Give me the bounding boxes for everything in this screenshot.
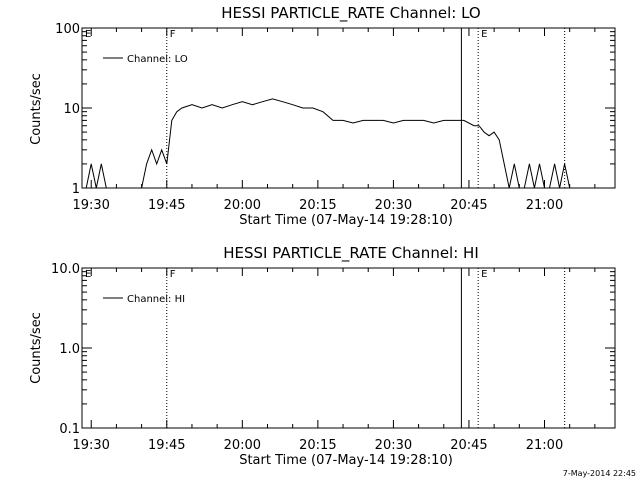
chart-title: HESSI PARTICLE_RATE Channel: LO [221, 4, 480, 23]
event-marker-label: E [481, 269, 487, 280]
legend: Channel: LO [103, 54, 188, 65]
y-tick-label: 1.0 [59, 342, 80, 357]
event-marker-label: E [85, 269, 91, 280]
x-tick-label: 19:30 [72, 198, 109, 213]
x-tick-label: 20:30 [375, 198, 412, 213]
chart-panel-lo: HESSI PARTICLE_RATE Channel: LO Counts/s… [29, 4, 616, 228]
x-axis-label: Start Time (07-May-14 19:28:10) [239, 453, 453, 468]
x-tick-label: 20:45 [450, 438, 487, 453]
x-tick-label: 20:45 [450, 198, 487, 213]
plot-frame [81, 267, 616, 429]
x-tick-label: 20:00 [224, 438, 261, 453]
y-tick-label: 10.0 [51, 262, 80, 277]
y-tick-label: 10 [63, 102, 80, 117]
x-tick-label: 20:00 [224, 198, 261, 213]
y-tick-label: 100 [55, 22, 80, 37]
plot-frame [81, 27, 616, 189]
x-tick-label: 19:45 [148, 438, 185, 453]
y-tick-label: 0.1 [59, 422, 80, 437]
y-axis-label: Counts/sec [29, 73, 44, 145]
x-tick-label: 20:30 [375, 438, 412, 453]
y-axis-label: Counts/sec [29, 312, 44, 384]
event-marker-label: F [170, 29, 176, 40]
x-tick-label: 21:00 [526, 198, 563, 213]
chart-panel-hi: HESSI PARTICLE_RATE Channel: HI Counts/s… [29, 244, 616, 468]
x-tick-label: 19:30 [72, 438, 109, 453]
legend-label: Channel: LO [127, 54, 188, 65]
event-marker-label: E [481, 29, 487, 40]
timestamp-footer: 7-May-2014 22:45 [563, 469, 636, 478]
event-marker-label: E [85, 29, 91, 40]
x-tick-label: 20:15 [299, 198, 336, 213]
x-tick-label: 21:00 [526, 438, 563, 453]
event-marker-label: F [170, 269, 176, 280]
x-tick-label: 20:15 [299, 438, 336, 453]
x-axis-label: Start Time (07-May-14 19:28:10) [239, 213, 453, 228]
x-tick-label: 19:45 [148, 198, 185, 213]
legend: Channel: HI [103, 294, 185, 305]
legend-label: Channel: HI [127, 294, 185, 305]
chart-title: HESSI PARTICLE_RATE Channel: HI [223, 244, 479, 263]
series-line [85, 98, 575, 189]
y-tick-label: 1 [72, 182, 80, 197]
